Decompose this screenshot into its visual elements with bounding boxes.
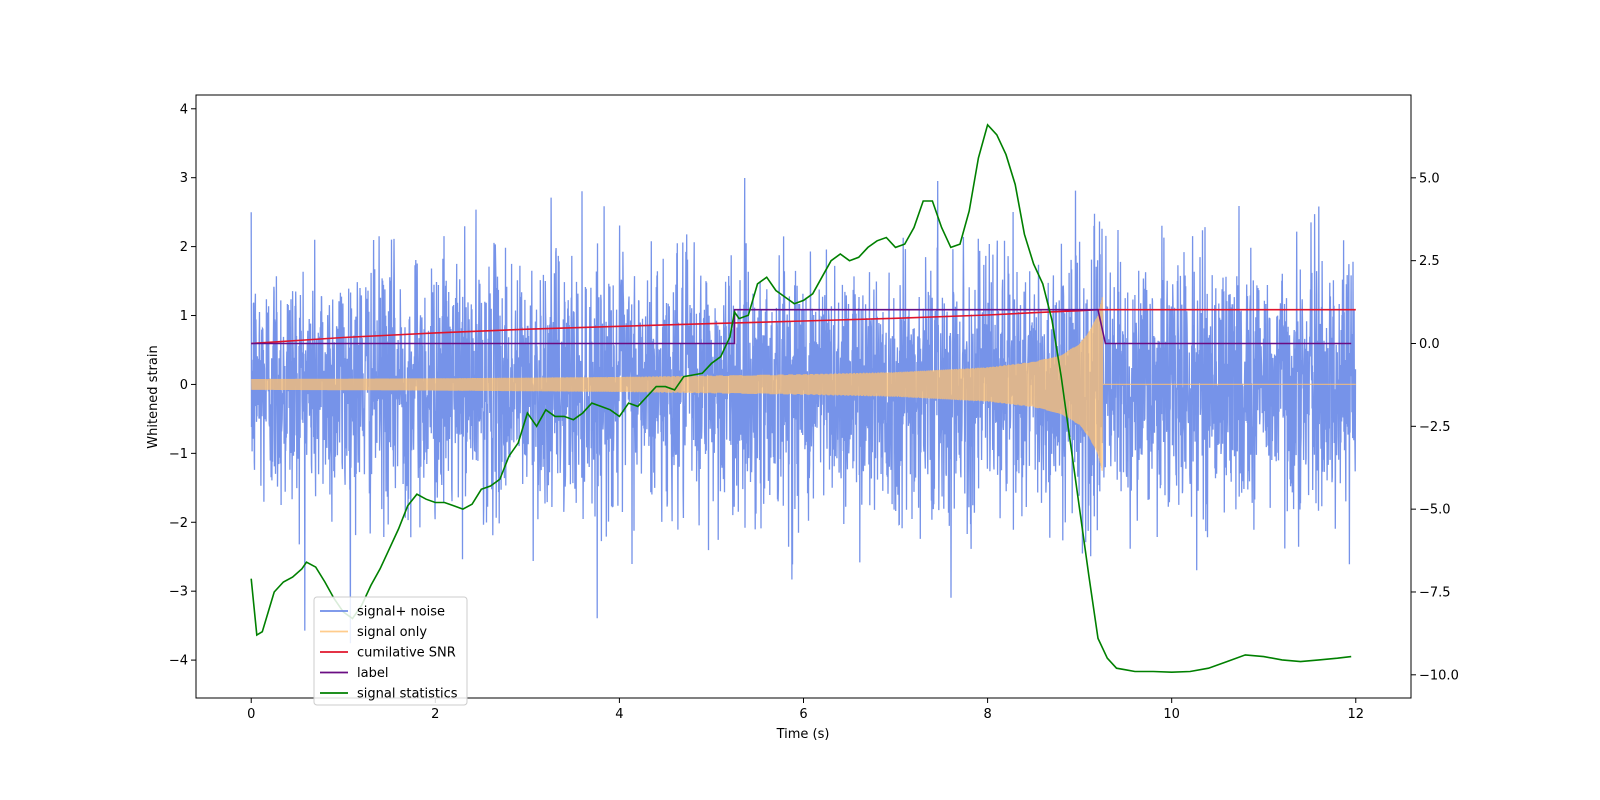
y-tick-label: −2 [169, 516, 188, 531]
y-axis-left: −4 −3 −2 −1 0 1 2 3 4 [169, 102, 196, 669]
legend-entry: cumilative SNR [357, 646, 456, 661]
series-signal-noise-line [250, 177, 1357, 644]
y2-tick-label: 5.0 [1419, 171, 1440, 186]
x-tick-label: 12 [1347, 707, 1364, 722]
y-tick-label: −3 [169, 585, 188, 600]
legend-entry: signal+ noise [357, 605, 445, 620]
y-tick-label: −1 [169, 447, 188, 462]
y2-tick-label: −10.0 [1419, 668, 1459, 683]
x-tick-label: 10 [1163, 707, 1180, 722]
legend-box [313, 596, 468, 706]
x-tick-label: 2 [431, 707, 439, 722]
x-tick-label: 4 [615, 707, 623, 722]
y2-tick-label: −2.5 [1419, 420, 1451, 435]
y-axis-right: −10.0 −7.5 −5.0 −2.5 0.0 2.5 5.0 [1411, 171, 1459, 683]
legend-entry: label [357, 666, 388, 681]
series-signal-statistics-line [250, 123, 1352, 674]
y2-tick-label: 2.5 [1419, 254, 1440, 269]
y2-tick-label: −5.0 [1419, 503, 1451, 518]
series-label-line [251, 308, 1352, 345]
series-signal-only-line [251, 297, 1356, 471]
x-tick-label: 0 [247, 707, 255, 722]
y-tick-label: 2 [180, 240, 188, 255]
x-axis-label: Time (s) [776, 727, 830, 742]
y2-tick-label: 0.0 [1419, 337, 1440, 352]
y2-tick-label: −7.5 [1419, 585, 1451, 600]
y-tick-label: 1 [180, 309, 188, 324]
y-tick-label: 0 [180, 378, 188, 393]
legend-entry: signal statistics [357, 687, 458, 702]
series-layer [250, 123, 1357, 674]
x-tick-label: 8 [983, 707, 991, 722]
y-tick-label: 3 [180, 171, 188, 186]
legend-entry: signal only [357, 625, 427, 640]
x-tick-label: 6 [799, 707, 807, 722]
y-tick-label: 4 [180, 102, 188, 117]
y-axis-label: Whitened strain [146, 345, 161, 448]
y-tick-label: −4 [169, 654, 188, 669]
legend: signal+ noise signal only cumilative SNR la… [313, 596, 468, 706]
